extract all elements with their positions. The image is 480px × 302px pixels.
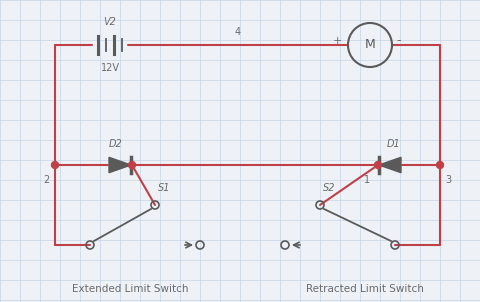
Text: -: - — [396, 34, 400, 47]
Text: S1: S1 — [158, 183, 170, 193]
Text: 3: 3 — [445, 175, 451, 185]
Circle shape — [436, 162, 444, 169]
Text: D1: D1 — [387, 139, 401, 149]
Text: 1: 1 — [364, 175, 370, 185]
Text: 4: 4 — [235, 27, 241, 37]
Text: 12V: 12V — [100, 63, 120, 73]
Polygon shape — [109, 157, 131, 173]
Circle shape — [129, 162, 135, 169]
Text: V2: V2 — [104, 17, 117, 27]
Circle shape — [374, 162, 382, 169]
Polygon shape — [379, 157, 401, 173]
Text: 2: 2 — [43, 175, 49, 185]
Text: +: + — [333, 36, 342, 46]
Text: M: M — [365, 38, 375, 52]
Text: Retracted Limit Switch: Retracted Limit Switch — [306, 284, 424, 294]
Circle shape — [51, 162, 59, 169]
Text: S2: S2 — [323, 183, 336, 193]
Text: D2: D2 — [109, 139, 123, 149]
Text: Extended Limit Switch: Extended Limit Switch — [72, 284, 188, 294]
